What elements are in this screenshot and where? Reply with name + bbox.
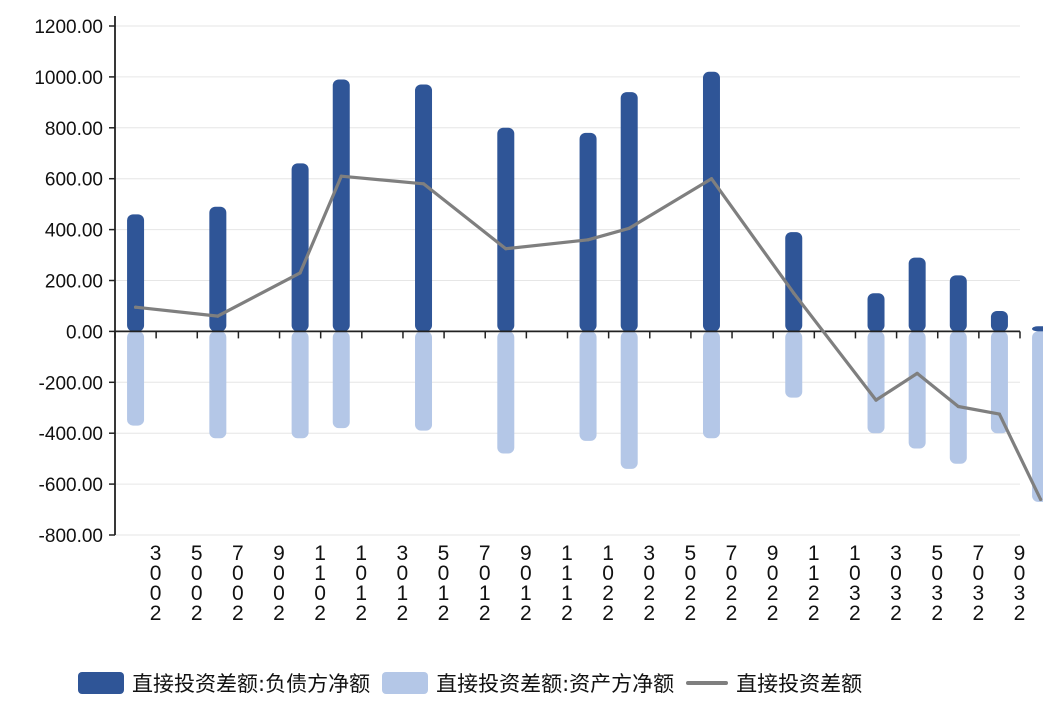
y-tick-label: -200.00 — [39, 373, 103, 394]
bar-liab — [908, 257, 926, 332]
line-net-point — [915, 371, 919, 375]
bar-asset — [497, 331, 515, 454]
legend-swatch-asset — [382, 672, 429, 694]
bar-liab — [127, 214, 145, 332]
y-tick-label: 200.00 — [45, 272, 103, 293]
bar-asset — [1032, 331, 1043, 502]
bar-liab — [949, 275, 967, 332]
bar-liab — [702, 71, 720, 332]
legend: 直接投资差额:负债方净额 直接投资差额:资产方净额 直接投资差额 — [78, 666, 868, 700]
legend-label-net: 直接投资差额 — [736, 672, 863, 696]
bar-asset — [702, 331, 720, 439]
bar-asset — [332, 331, 350, 429]
legend-item-asset: 直接投资差额:资产方净额 — [382, 668, 674, 698]
line-net-point — [627, 226, 631, 230]
y-tick-label: 800.00 — [45, 119, 103, 140]
legend-item-liab: 直接投资差额:负债方净额 — [78, 668, 370, 698]
line-net-point — [586, 238, 590, 242]
bar-asset — [785, 331, 803, 398]
line-net-point — [339, 174, 343, 178]
line-net-point — [874, 398, 878, 402]
line-net-point — [298, 271, 302, 275]
line-net-point — [133, 305, 138, 309]
bar-asset — [415, 331, 433, 431]
y-tick-label: 1200.00 — [34, 17, 103, 38]
y-tick-label: -600.00 — [39, 475, 103, 496]
legend-swatch-liab — [78, 672, 124, 694]
bar-asset — [990, 331, 1008, 434]
y-tick-label: 400.00 — [45, 221, 103, 242]
bar-liab — [785, 232, 803, 332]
bar-asset — [209, 331, 227, 439]
bar-asset — [620, 331, 638, 469]
bar-liab — [497, 127, 515, 332]
line-net-point — [997, 412, 1002, 416]
y-tick-label: 0.00 — [66, 322, 103, 343]
bar-liab — [332, 79, 350, 332]
line-net-point — [504, 247, 508, 251]
bar-asset — [127, 331, 145, 426]
line-net-point — [421, 182, 426, 186]
y-tick-label: -400.00 — [39, 424, 103, 445]
y-tick-label: -800.00 — [39, 526, 103, 547]
bar-liab — [990, 311, 1008, 332]
bar-liab — [1032, 326, 1043, 332]
bar-liab — [867, 293, 885, 332]
line-net-point — [792, 291, 796, 295]
bar-asset — [291, 331, 309, 439]
bar-liab — [620, 92, 638, 332]
bar-asset — [908, 331, 926, 449]
line-net-point — [709, 177, 714, 181]
legend-label-asset: 直接投资差额:资产方净额 — [436, 672, 675, 696]
bar-liab — [291, 163, 309, 332]
line-net-point — [1038, 497, 1043, 501]
legend-label-liab: 直接投资差额:负债方净额 — [132, 672, 371, 696]
bar-liab — [209, 206, 227, 332]
y-tick-label: 600.00 — [45, 170, 103, 191]
legend-swatch-net — [686, 681, 729, 685]
bar-liab — [579, 132, 597, 332]
bar-asset — [579, 331, 597, 441]
y-tick-label: 1000.00 — [34, 68, 103, 89]
line-net-point — [956, 404, 960, 409]
bar-asset — [949, 331, 967, 464]
line-net-point — [216, 314, 220, 318]
bar-asset — [867, 331, 885, 434]
chart-svg: 1200.00 1000.00 800.00 600.00 400.00 200.00 0.… — [34, 16, 1043, 625]
legend-item-net: 直接投资差额 — [686, 668, 862, 698]
bar-liab — [415, 84, 433, 332]
